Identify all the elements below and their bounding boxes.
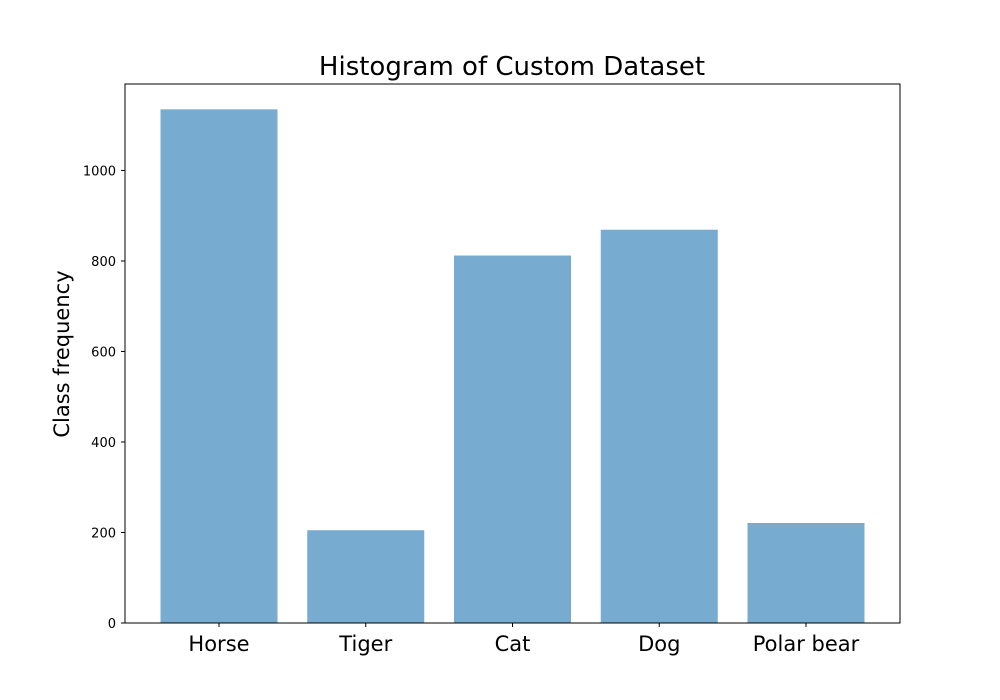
y-tick-label: 200 bbox=[91, 526, 116, 541]
plot-area-frame bbox=[124, 83, 901, 624]
x-tick-label: Tiger bbox=[338, 632, 392, 656]
y-tick-label: 800 bbox=[91, 255, 116, 270]
bar-horse bbox=[160, 109, 278, 624]
x-tick-label: Horse bbox=[188, 632, 249, 656]
y-tick-label: 0 bbox=[108, 617, 116, 632]
x-tick-label: Cat bbox=[495, 632, 531, 656]
y-axis-label: Class frequency bbox=[50, 270, 74, 437]
y-tick-label: 600 bbox=[91, 345, 116, 360]
bar-polar-bear bbox=[747, 522, 865, 623]
x-tick-label: Polar bear bbox=[753, 632, 860, 656]
y-ticks-group: 0 200 400 600 800 1000 bbox=[83, 164, 125, 632]
bar-cat bbox=[454, 255, 571, 623]
y-tick-label: 400 bbox=[91, 436, 116, 451]
bars-group bbox=[160, 109, 865, 624]
bar-tiger bbox=[307, 530, 425, 623]
y-tick-label: 1000 bbox=[83, 164, 116, 179]
x-ticks-group: Horse Tiger Cat Dog Polar bear bbox=[188, 623, 860, 656]
chart-title: Histogram of Custom Dataset bbox=[319, 52, 705, 82]
bar-dog bbox=[600, 229, 718, 623]
x-tick-label: Dog bbox=[638, 632, 680, 656]
